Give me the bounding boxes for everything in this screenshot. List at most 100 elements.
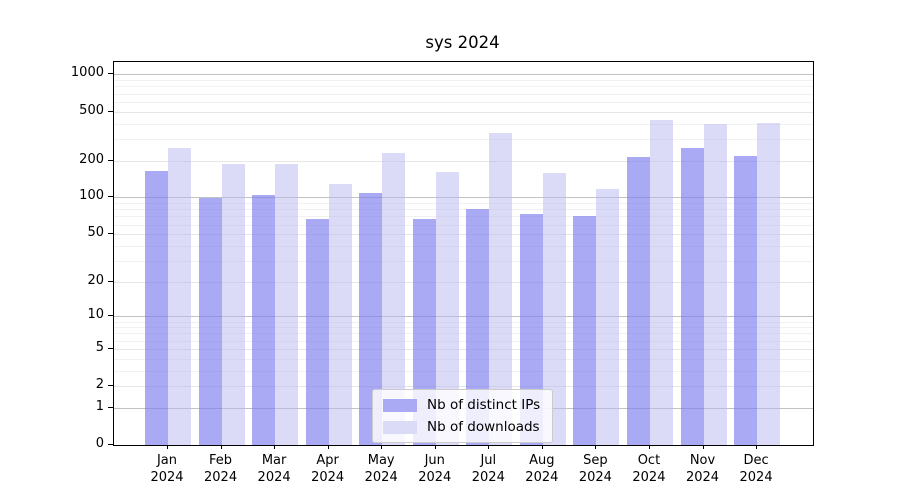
chart-title: sys 2024	[425, 33, 500, 52]
x-tick-label-jul: Jul 2024	[461, 452, 515, 486]
x-tick-year: 2024	[632, 470, 666, 485]
x-tick-month: Sep	[583, 453, 608, 468]
gridline-1000	[114, 74, 813, 76]
bar-ips-dec	[734, 156, 758, 445]
x-tick-month: Dec	[743, 453, 769, 468]
x-tick-label-oct: Oct 2024	[622, 452, 676, 486]
x-tick-month: Feb	[209, 453, 233, 468]
y-tick-mark-20	[108, 280, 113, 282]
x-tick-month: Mar	[261, 453, 287, 468]
x-tick-label-jan: Jan 2024	[140, 452, 194, 486]
legend-swatch-downloads-icon	[383, 420, 417, 434]
x-tick-month: Nov	[689, 453, 716, 468]
gridline-30	[114, 260, 813, 262]
gridline-40	[114, 245, 813, 247]
bar-ips-feb	[198, 197, 222, 445]
gridline-2	[114, 386, 813, 388]
x-tick-year: 2024	[525, 470, 559, 485]
x-tick-label-sep: Sep 2024	[568, 452, 622, 486]
x-tick-year: 2024	[257, 470, 291, 485]
bar-downloads-nov	[703, 124, 727, 445]
y-tick-label-1: 1	[95, 398, 104, 414]
x-tick-mark-aug	[541, 445, 543, 449]
legend: Nb of distinct IPs Nb of downloads	[372, 389, 554, 443]
y-tick-mark-100	[108, 196, 113, 198]
x-tick-label-aug: Aug 2024	[515, 452, 569, 486]
x-tick-year: 2024	[311, 470, 345, 485]
x-tick-month: Oct	[637, 453, 661, 468]
y-tick-mark-1	[108, 406, 113, 408]
y-tick-label-20: 20	[87, 272, 104, 288]
gridline-900	[114, 80, 813, 82]
x-tick-mark-sep	[595, 445, 597, 449]
y-tick-label-100: 100	[79, 188, 104, 204]
x-tick-month: Aug	[529, 453, 555, 468]
gridline-5	[114, 348, 813, 350]
x-tick-label-mar: Mar 2024	[247, 452, 301, 486]
bar-downloads-sep	[596, 188, 620, 445]
bar-ips-jun	[412, 218, 436, 445]
bar-downloads-jun	[435, 172, 459, 445]
bar-ips-nov	[680, 148, 704, 445]
bar-ips-apr	[305, 218, 329, 445]
y-tick-label-5: 5	[95, 339, 104, 355]
y-tick-mark-10	[108, 315, 113, 317]
bar-ips-mar	[252, 195, 276, 445]
bar-downloads-feb	[221, 164, 245, 445]
x-tick-label-dec: Dec 2024	[729, 452, 783, 486]
bar-ips-oct	[626, 157, 650, 445]
y-tick-label-2: 2	[95, 377, 104, 393]
bar-downloads-may	[382, 153, 406, 445]
bar-ips-jul	[466, 209, 490, 445]
x-tick-year: 2024	[578, 470, 612, 485]
x-tick-month: Jul	[480, 453, 497, 468]
bar-downloads-aug	[542, 173, 566, 445]
x-tick-label-nov: Nov 2024	[676, 452, 730, 486]
bar-downloads-dec	[757, 123, 781, 445]
x-tick-month: Jun	[424, 453, 445, 468]
y-tick-label-0: 0	[95, 436, 104, 451]
gridline-7	[114, 333, 813, 335]
x-tick-year: 2024	[150, 470, 184, 485]
bar-downloads-mar	[275, 163, 299, 445]
gridline-100	[114, 197, 813, 199]
y-tick-mark-50	[108, 233, 113, 235]
x-tick-mark-jun	[434, 445, 436, 449]
bar-ips-jan	[145, 170, 168, 445]
grid-layer	[114, 62, 813, 445]
gridline-9	[114, 321, 813, 323]
bar-downloads-oct	[649, 120, 673, 445]
x-tick-year: 2024	[685, 470, 720, 485]
legend-item-downloads: Nb of downloads	[383, 419, 540, 435]
x-tick-mark-jan	[167, 445, 168, 449]
plot-area: Nb of distinct IPs Nb of downloads	[113, 61, 814, 446]
x-tick-mark-dec	[756, 445, 758, 449]
y-tick-label-10: 10	[87, 307, 104, 323]
gridline-500	[114, 111, 813, 113]
x-tick-year: 2024	[471, 470, 505, 485]
gridline-4	[114, 358, 813, 360]
gridline-600	[114, 101, 813, 103]
y-tick-mark-1000	[108, 73, 113, 75]
x-tick-mark-feb	[220, 445, 222, 449]
gridline-300	[114, 138, 813, 140]
x-tick-month: Jan	[156, 453, 178, 468]
legend-label-downloads: Nb of downloads	[427, 419, 540, 435]
x-tick-year: 2024	[364, 470, 398, 485]
bar-layer	[114, 62, 813, 445]
x-tick-mark-nov	[702, 445, 704, 449]
bar-ips-sep	[573, 216, 597, 445]
y-tick-mark-2	[108, 385, 113, 387]
x-tick-year: 2024	[418, 470, 452, 485]
x-tick-month: Apr	[316, 453, 339, 468]
legend-label-distinct-ips: Nb of distinct IPs	[427, 397, 541, 413]
legend-swatch-distinct-ips-icon	[383, 398, 417, 412]
x-tick-label-may: May 2024	[354, 452, 408, 486]
x-tick-label-feb: Feb 2024	[194, 452, 248, 486]
x-tick-label-jun: Jun 2024	[408, 452, 462, 486]
gridline-200	[114, 160, 813, 162]
gridline-400	[114, 123, 813, 125]
y-tick-mark-500	[108, 110, 113, 112]
x-tick-label-apr: Apr 2024	[301, 452, 355, 486]
